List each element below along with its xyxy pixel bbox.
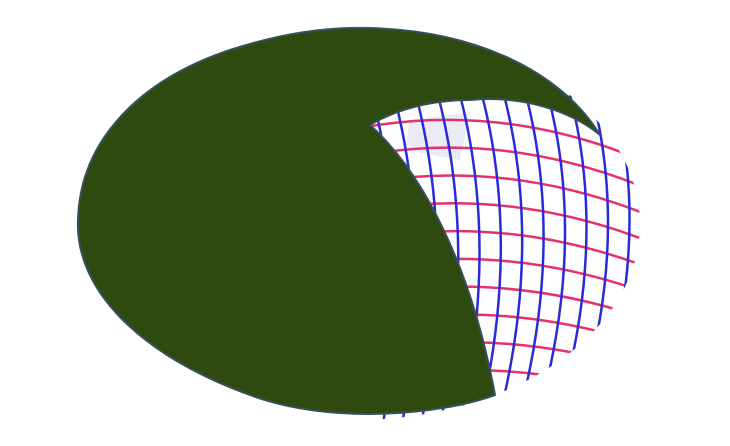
green-shape: [76, 26, 601, 415]
mesh-row-line: [359, 146, 640, 196]
mesh-column-line: [494, 94, 524, 420]
